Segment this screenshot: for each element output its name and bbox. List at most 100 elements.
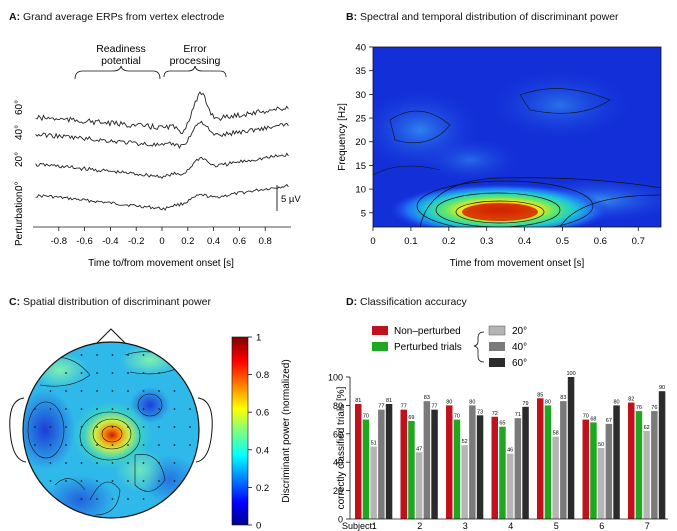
bar xyxy=(635,411,643,519)
electrode-dot xyxy=(65,372,67,374)
bar xyxy=(385,403,393,519)
subject-label: 7 xyxy=(645,521,650,531)
electrode-dot xyxy=(111,354,114,356)
bar-value-label: 76 xyxy=(636,405,642,411)
electrode-dot xyxy=(189,426,191,428)
a-x-tick-label: -0.2 xyxy=(128,236,144,247)
electrode-dot xyxy=(158,426,160,428)
electrode-dot xyxy=(80,498,83,500)
bar-value-label: 52 xyxy=(462,439,468,445)
electrode-dot xyxy=(96,426,98,428)
b-x-tick-label: 0.4 xyxy=(518,236,531,247)
electrode-dot xyxy=(142,498,145,500)
b-y-tick-label: 15 xyxy=(355,161,366,172)
subject-label: 1 xyxy=(372,521,377,531)
electrode-dot xyxy=(127,498,129,500)
electrode-dot xyxy=(49,480,52,482)
electrode-dot xyxy=(111,390,114,392)
electrode-dot xyxy=(96,408,98,410)
b-x-ticks: 0 0.1 0.2 0.3 0.4 0.5 0.6 0.7 xyxy=(370,227,645,247)
d-x-prefix: Subject: xyxy=(342,521,375,531)
electrode-dot xyxy=(49,408,52,410)
erp-trace xyxy=(35,183,289,211)
b-y-tick-label: 30 xyxy=(355,90,366,101)
bar xyxy=(552,436,559,519)
legend-swatch-40 xyxy=(489,342,505,351)
electrode-dot xyxy=(111,498,114,500)
legend-swatch-60 xyxy=(489,358,505,367)
b-frame xyxy=(372,46,662,228)
electrode-dot xyxy=(34,426,36,428)
bar-value-label: 72 xyxy=(492,411,498,417)
bar xyxy=(491,416,498,519)
legend-label-40: 40° xyxy=(512,342,527,353)
bar-value-label: 50 xyxy=(598,442,604,448)
annotation-error-2: processing xyxy=(170,55,221,67)
spectral-heatmap xyxy=(373,47,661,227)
bar xyxy=(560,401,567,519)
electrode-dot xyxy=(158,390,160,392)
a-x-tick-label: 0.6 xyxy=(233,236,246,247)
electrode-dot xyxy=(127,480,129,482)
bar-value-label: 67 xyxy=(606,418,612,424)
electrode-dot xyxy=(142,444,145,446)
a-y-label: Perturbation: xyxy=(14,189,25,246)
b-y-tick-label: 10 xyxy=(355,185,366,196)
bar xyxy=(461,445,468,519)
bar-value-label: 69 xyxy=(408,415,414,421)
electrode-dot xyxy=(127,390,129,392)
b-y-tick-label: 35 xyxy=(355,66,366,77)
electrode-dot xyxy=(158,462,160,464)
electrode-dot xyxy=(65,462,67,464)
legend-label-nonperturbed: Non–perturbed xyxy=(394,326,461,337)
electrode-dot xyxy=(173,426,176,428)
legend-label-60: 60° xyxy=(512,358,527,369)
bar-value-label: 58 xyxy=(553,431,559,437)
bar xyxy=(582,419,589,519)
bar-value-label: 68 xyxy=(590,416,596,422)
a-x-tick-label: 0.8 xyxy=(259,236,272,247)
electrode-dot xyxy=(34,444,36,446)
bar xyxy=(628,402,635,519)
colorbar-tick-label: 1 xyxy=(256,333,261,344)
colorbar-ticks: 0 0.2 0.4 0.6 0.8 1 xyxy=(248,333,269,531)
electrode-dot xyxy=(127,462,129,464)
electrode-dot xyxy=(142,426,145,428)
bar xyxy=(453,419,461,519)
bar-value-label: 100 xyxy=(566,371,575,377)
electrode-dot xyxy=(142,372,145,374)
bar xyxy=(613,405,620,519)
bar-value-label: 82 xyxy=(628,397,634,403)
bar-value-label: 51 xyxy=(371,441,377,447)
a-x-tick-label: -0.6 xyxy=(76,236,92,247)
bar xyxy=(423,401,431,519)
subject-label: 3 xyxy=(463,521,468,531)
bar-value-label: 81 xyxy=(355,398,361,404)
electrode-dot xyxy=(158,480,160,482)
electrode-dot xyxy=(65,480,67,482)
panel-d-title: D: Classification accuracy xyxy=(346,296,467,308)
bar xyxy=(567,377,575,519)
electrode-dot xyxy=(96,498,98,500)
electrode-dot xyxy=(111,408,114,410)
b-y-tick-label: 5 xyxy=(361,208,366,219)
subject-label: 6 xyxy=(599,521,604,531)
electrode-dot xyxy=(96,480,98,482)
d-y-tick-label: 80 xyxy=(333,401,343,411)
electrode-dot xyxy=(80,444,83,446)
bar-value-label: 70 xyxy=(583,414,589,420)
legend-swatch-perturbed xyxy=(372,342,388,351)
electrode-dot xyxy=(65,408,67,410)
subject-label: 4 xyxy=(508,521,513,531)
a-x-tick-label: -0.8 xyxy=(51,236,67,247)
colorbar-tick-label: 0.8 xyxy=(256,370,269,381)
bar xyxy=(537,398,544,519)
bar-value-label: 77 xyxy=(378,404,384,410)
legend-swatch-nonperturbed xyxy=(372,326,388,335)
electrode-dot xyxy=(49,462,52,464)
electrode-dot xyxy=(173,480,176,482)
panel-b-title: B: Spectral and temporal distribution of… xyxy=(346,11,619,23)
